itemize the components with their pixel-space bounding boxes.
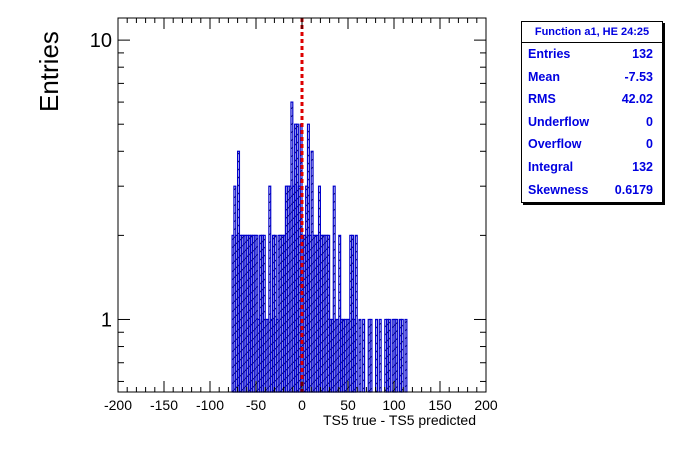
histogram-bar	[362, 318, 366, 393]
stats-label: Underflow	[528, 114, 590, 129]
stats-row: RMS 42.02	[522, 88, 662, 111]
y-tick-label: 10	[90, 30, 112, 52]
stats-label: Entries	[528, 47, 571, 61]
stats-label: RMS	[528, 92, 556, 107]
stats-value: -7.53	[624, 69, 654, 84]
x-tick-label: -150	[150, 397, 178, 413]
histogram-bar	[387, 318, 391, 393]
stats-box: Function a1, HE 24:25 Entries 132 Mean -7.5…	[521, 21, 663, 203]
stats-value: 0	[646, 114, 653, 129]
stats-row: Entries 132	[522, 43, 662, 66]
stats-label: Mean	[528, 69, 560, 84]
stats-row: Skewness 0.6179	[522, 179, 662, 202]
stats-label: Skewness	[528, 182, 589, 197]
x-tick-label: 150	[428, 397, 452, 413]
histogram-bar	[400, 318, 404, 393]
y-axis: 1 10	[90, 30, 486, 382]
x-tick-label: -200	[104, 397, 132, 413]
y-axis-title: Entries	[34, 31, 64, 112]
stats-value: 0	[646, 137, 653, 152]
stats-row: Underflow 0	[522, 111, 662, 134]
histogram-bar	[395, 318, 399, 393]
stats-row: Integral 132	[522, 156, 662, 179]
x-tick-label: 0	[298, 397, 306, 413]
stats-title: Function a1, HE 24:25	[522, 22, 662, 43]
histogram-bars	[231, 101, 408, 393]
x-tick-label: -100	[196, 397, 224, 413]
histogram-bar	[378, 318, 382, 393]
stats-value: 132	[632, 47, 653, 61]
stats-value: 42.02	[621, 92, 653, 107]
y-tick-label: 1	[101, 309, 112, 331]
x-axis: -200 -150 -100 -50 0 50 100 150 200	[104, 18, 498, 413]
stats-row: Mean -7.53	[522, 66, 662, 89]
histogram-bar	[375, 318, 379, 393]
x-tick-label: 100	[382, 397, 406, 413]
histogram-bar	[404, 318, 408, 393]
histogram-bar	[358, 318, 362, 393]
histogram-bar	[369, 318, 373, 393]
stats-label: Overflow	[528, 137, 582, 152]
stats-row: Overflow 0	[522, 133, 662, 156]
x-tick-label: 50	[340, 397, 356, 413]
histogram-bar	[354, 234, 358, 393]
stats-label: Integral	[528, 159, 574, 174]
x-tick-label: 200	[474, 397, 498, 413]
stats-value: 0.6179	[614, 182, 653, 197]
x-tick-label: -50	[246, 397, 266, 413]
stats-value: 132	[632, 159, 653, 174]
x-axis-title: TS5 true - TS5 predicted	[323, 412, 476, 428]
stats-rows: Entries 132 Mean -7.53 RMS 42.02 Underflow 0 Ove…	[522, 43, 662, 201]
